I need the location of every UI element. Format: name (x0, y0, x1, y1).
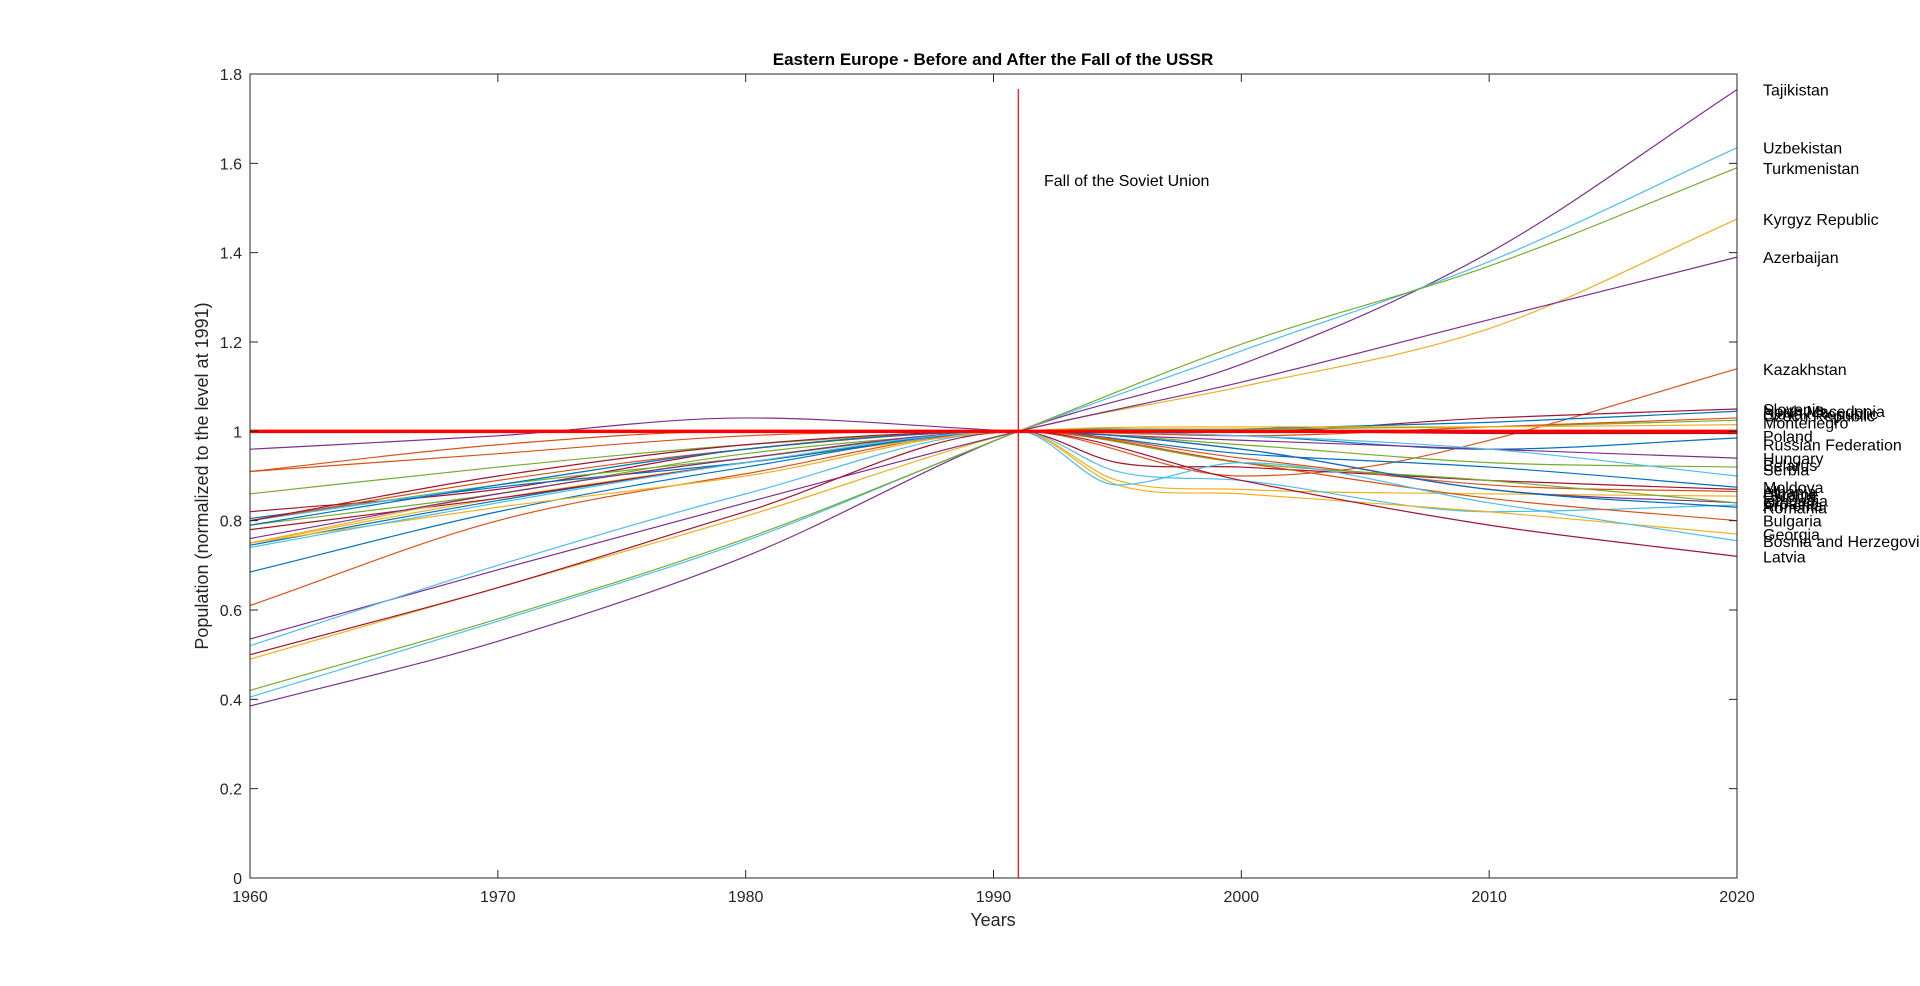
end-label-lithuania: Lithuania (1763, 494, 1828, 511)
end-label-armenia: Armenia (1763, 498, 1823, 515)
y-axis-title: Population (normalized to the level at 1… (192, 302, 212, 649)
x-tick-label: 2000 (1224, 889, 1260, 906)
end-label-moldova: Moldova (1763, 480, 1824, 497)
end-label-tajikistan: Tajikistan (1763, 83, 1829, 100)
end-label-albania: Albania (1763, 485, 1816, 502)
end-label-bosnia-and-herzegovina: Bosnia and Herzegovina (1763, 534, 1920, 551)
x-axis-title: Years (970, 910, 1015, 930)
series-line-georgia (249, 430, 1738, 544)
end-label-ukraine: Ukraine (1763, 487, 1818, 504)
x-tick-label: 1980 (728, 889, 764, 906)
end-label-croatia: Croatia (1763, 496, 1815, 513)
plot-area (250, 74, 1737, 878)
end-label-uzbekistan: Uzbekistan (1763, 141, 1842, 158)
end-label-slovak-republic: Slovak Republic (1763, 406, 1878, 423)
end-label-hungary: Hungary (1763, 451, 1823, 468)
end-label-kyrgyz-republic: Kyrgyz Republic (1763, 212, 1879, 229)
series-line-kazakhstan (249, 368, 1738, 607)
y-tick-label: 1.6 (220, 156, 242, 173)
end-labels-group: Tajikistan Uzbekistan Turkmenistan Kyrgyz R… (1763, 83, 1920, 567)
x-tick-label: 1960 (232, 889, 268, 906)
x-tick-label: 2020 (1719, 889, 1755, 906)
end-label-romania: Romania (1763, 500, 1827, 517)
end-label-poland: Poland (1763, 429, 1813, 446)
end-label-czech-republic: Czech Republic (1763, 409, 1875, 426)
end-label-latvia: Latvia (1763, 549, 1806, 566)
end-label-north-macedonia: North Macedonia (1763, 404, 1885, 421)
y-tick-label: 0.2 (220, 782, 242, 799)
end-label-serbia: Serbia (1763, 462, 1809, 479)
end-label-belarus: Belarus (1763, 458, 1817, 475)
end-label-kazakhstan: Kazakhstan (1763, 362, 1847, 379)
end-label-russian-federation: Russian Federation (1763, 438, 1902, 455)
chart-title: Eastern Europe - Before and After the Fa… (773, 50, 1214, 69)
end-label-georgia: Georgia (1763, 527, 1820, 544)
series-line-azerbaijan (249, 256, 1738, 640)
event-annotation: Fall of the Soviet Union (1044, 173, 1209, 190)
end-label-azerbaijan: Azerbaijan (1763, 250, 1839, 267)
y-tick-label: 0 (233, 871, 242, 888)
axis-ticks-group: 1960 1970 1980 1990 2000 2010 2020 0 0.2 0.4 0.6 0.… (220, 67, 1755, 906)
series-line-armenia (249, 430, 1738, 647)
y-tick-label: 1.2 (220, 335, 242, 352)
series-line-bosnia-and-herzegovina (249, 430, 1738, 549)
end-label-bulgaria: Bulgaria (1763, 514, 1822, 531)
end-label-slovenia: Slovenia (1763, 402, 1824, 419)
end-label-montenegro: Montenegro (1763, 415, 1848, 432)
x-tick-label: 1990 (976, 889, 1012, 906)
y-tick-label: 1 (233, 424, 242, 441)
y-tick-label: 1.4 (220, 246, 242, 263)
x-tick-label: 1970 (480, 889, 516, 906)
y-tick-label: 0.6 (220, 603, 242, 620)
x-tick-label: 2010 (1471, 889, 1507, 906)
reference-group (250, 89, 1737, 878)
y-tick-label: 0.4 (220, 692, 242, 709)
end-label-turkmenistan: Turkmenistan (1763, 161, 1859, 178)
y-tick-label: 1.8 (220, 67, 242, 84)
y-tick-label: 0.8 (220, 514, 242, 531)
end-label-estonia: Estonia (1763, 489, 1816, 506)
